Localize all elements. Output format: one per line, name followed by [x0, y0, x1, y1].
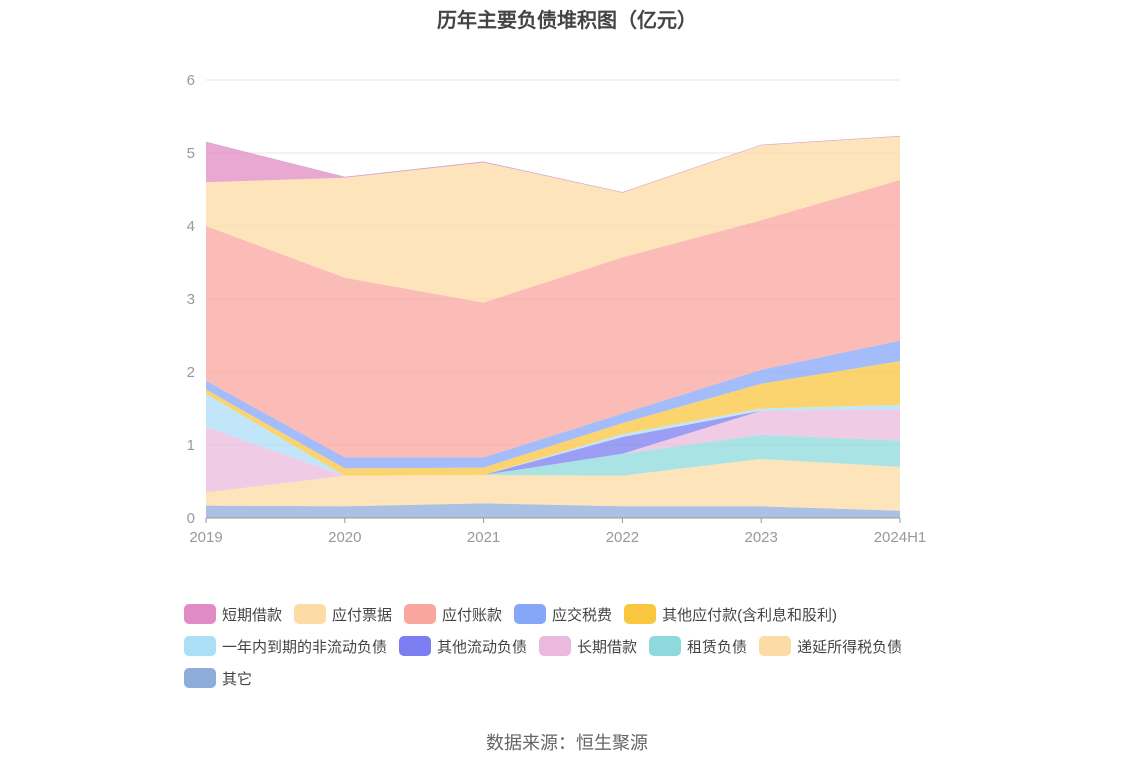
- legend-label: 一年内到期的非流动负债: [222, 638, 388, 656]
- area-series: [206, 340, 900, 469]
- legend-swatch: [404, 604, 437, 624]
- legend-label: 应付账款: [442, 606, 503, 624]
- legend-item[interactable]: 应交税费: [514, 604, 612, 625]
- x-tick-label: 2020: [328, 529, 361, 546]
- area-series: [206, 136, 900, 303]
- legend-item[interactable]: 应付票据: [294, 604, 392, 625]
- y-tick-label: 0: [187, 510, 195, 527]
- legend-label: 其它: [222, 670, 253, 688]
- stack-outline: [205, 135, 901, 193]
- x-tick-label: 2022: [606, 529, 639, 546]
- legend-swatch: [184, 636, 216, 656]
- legend-swatch: [624, 604, 657, 624]
- area-series: [206, 409, 900, 476]
- legend-label: 其他流动负债: [437, 638, 528, 656]
- y-tick-label: 6: [187, 72, 195, 89]
- x-tick-label: 2019: [189, 529, 222, 546]
- area-series: [206, 458, 900, 511]
- legend-row: 其它: [184, 662, 984, 694]
- chart-legend: 短期借款 应付票据 应付账款 应交税费 其他应付款(含利息和股利) 一年内到期的非流动负债…: [184, 598, 984, 694]
- y-tick-label: 3: [187, 291, 195, 308]
- y-tick-label: 2: [187, 364, 195, 381]
- legend-row: 一年内到期的非流动负债 其他流动负债 长期借款 租赁负债 递延所得税负债: [184, 630, 984, 662]
- area-series: [206, 409, 900, 493]
- legend-label: 短期借款: [222, 606, 283, 624]
- legend-label: 递延所得税负债: [797, 638, 903, 656]
- legend-swatch: [184, 604, 216, 624]
- legend-item[interactable]: 应付账款: [404, 604, 502, 625]
- x-tick-label: 2021: [467, 529, 500, 546]
- legend-swatch: [184, 668, 216, 688]
- y-tick-label: 4: [187, 218, 195, 235]
- stacked-area-chart: 0 1 2 3 4 5 6 2019 2020 2021 2022 2023 2024H1: [187, 72, 927, 546]
- legend-item[interactable]: 短期借款: [184, 604, 282, 625]
- legend-row: 短期借款 应付票据 应付账款 应交税费 其他应付款(含利息和股利): [184, 598, 984, 630]
- legend-label: 其他应付款(含利息和股利): [662, 606, 838, 624]
- area-series: [206, 180, 900, 458]
- y-tick-label: 5: [187, 145, 195, 162]
- area-series: [206, 434, 900, 493]
- legend-label: 应付票据: [332, 606, 393, 624]
- legend-item[interactable]: 长期借款: [539, 636, 637, 657]
- legend-label: 租赁负债: [687, 638, 748, 656]
- legend-item[interactable]: 其他流动负债: [399, 636, 527, 657]
- legend-swatch: [539, 636, 572, 656]
- legend-swatch: [294, 604, 327, 624]
- data-source-note: 数据来源：恒生聚源: [486, 733, 648, 753]
- legend-item[interactable]: 一年内到期的非流动负债: [184, 636, 387, 657]
- chart-title: 历年主要负债堆积图（亿元）: [437, 10, 697, 32]
- legend-swatch: [759, 636, 792, 656]
- legend-swatch: [514, 604, 547, 624]
- area-series: [206, 361, 900, 476]
- legend-item[interactable]: 递延所得税负债: [759, 636, 902, 657]
- legend-item[interactable]: 其他应付款(含利息和股利): [624, 604, 837, 625]
- area-series: [206, 503, 900, 518]
- x-tick-label: 2024H1: [874, 529, 927, 546]
- x-tick-label: 2023: [745, 529, 778, 546]
- y-tick-label: 1: [187, 437, 195, 454]
- legend-label: 应交税费: [552, 606, 613, 624]
- legend-swatch: [649, 636, 682, 656]
- legend-item[interactable]: 其它: [184, 668, 252, 689]
- legend-item[interactable]: 租赁负债: [649, 636, 747, 657]
- legend-label: 长期借款: [577, 638, 638, 656]
- legend-swatch: [399, 636, 432, 656]
